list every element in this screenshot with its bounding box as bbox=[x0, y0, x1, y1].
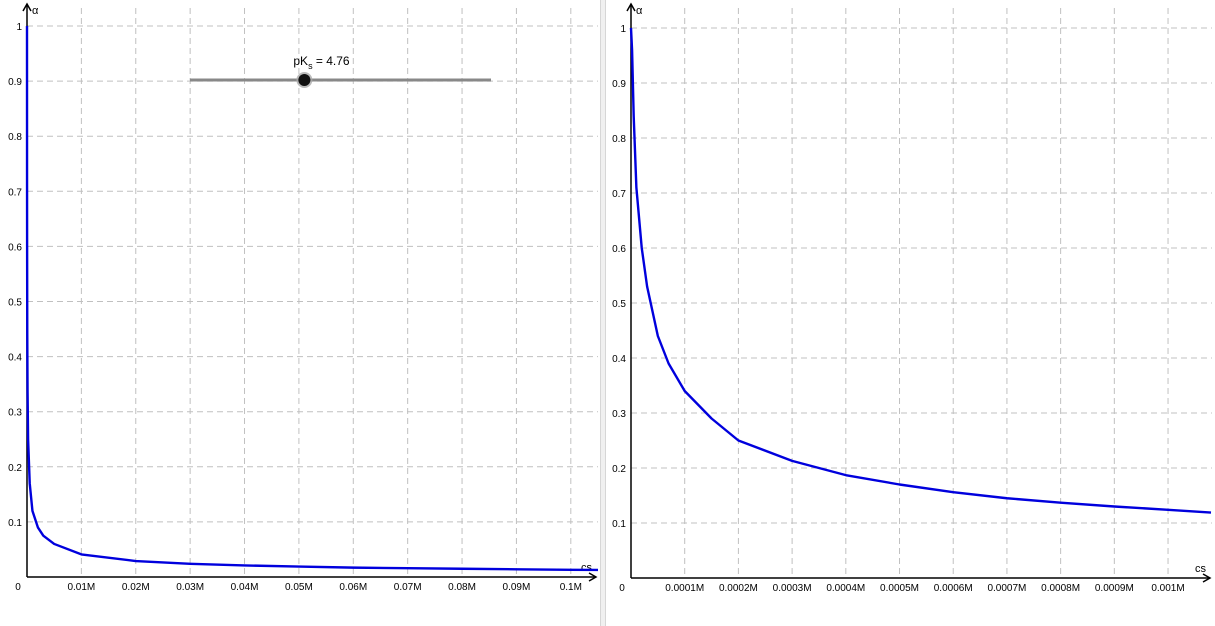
chart-left-svg: 0.01M 0.02M 0.03M 0.04M 0.05M 0.06M 0.07M 0.08M… bbox=[8, 2, 599, 593]
chart0-y-tick-label-1: 0.2 bbox=[8, 463, 22, 474]
chart0-x-axis-arrow bbox=[588, 572, 598, 582]
chart1-origin-label: 0 bbox=[619, 583, 625, 594]
chart1-y-tick-label-0: 0.1 bbox=[612, 519, 626, 530]
chart0-x-tick-label-1: 0.02M bbox=[122, 582, 150, 593]
chart1-x-tick-label-9: 0.001M bbox=[1151, 583, 1184, 594]
chart1-y-tick-label-4: 0.5 bbox=[612, 299, 626, 310]
chart0-x-tick-label-7: 0.08M bbox=[448, 582, 476, 593]
chart1-y-tick-label-9: 1 bbox=[620, 24, 626, 35]
chart1-x-tick-label-3: 0.0004M bbox=[826, 583, 865, 594]
chart1-y-tick-label-6: 0.7 bbox=[612, 189, 626, 200]
graphics-view-right[interactable]: 0.0001M 0.0002M 0.0003M 0.0004M 0.0005M 0.000… bbox=[606, 0, 1215, 626]
chart0-y-tick-label-4: 0.5 bbox=[8, 298, 22, 309]
chart1-series-line-0 bbox=[629, 27, 1212, 514]
chart0-x-axis-label: cs bbox=[581, 562, 593, 574]
chart0-x-tick-label-6: 0.07M bbox=[394, 582, 422, 593]
graphics-view-left[interactable]: 0.01M 0.02M 0.03M 0.04M 0.05M 0.06M 0.07M 0.08M… bbox=[0, 0, 600, 626]
chart1-y-axis-arrow bbox=[626, 2, 636, 12]
slider-handle[interactable] bbox=[298, 74, 311, 86]
slider-label-subscript: s bbox=[308, 61, 313, 71]
chart1-y-tick-label-3: 0.4 bbox=[612, 354, 626, 365]
chart1-y-axis-label: α bbox=[636, 5, 643, 17]
chart0-y-tick-label-3: 0.4 bbox=[8, 353, 22, 364]
chart0-x-tick-label-2: 0.03M bbox=[176, 582, 204, 593]
chart0-y-tick-label-0: 0.1 bbox=[8, 518, 22, 529]
chart1-x-tick-label-4: 0.0005M bbox=[880, 583, 919, 594]
chart0-x-tick-label-5: 0.06M bbox=[339, 582, 367, 593]
view-splitter[interactable] bbox=[600, 0, 606, 626]
chart0-y-tick-label-2: 0.3 bbox=[8, 408, 22, 419]
chart0-series-line-0 bbox=[25, 25, 599, 572]
chart0-y-tick-label-6: 0.7 bbox=[8, 187, 22, 198]
chart1-x-tick-label-2: 0.0003M bbox=[773, 583, 812, 594]
chart0-x-tick-label-9: 0.1M bbox=[560, 582, 582, 593]
chart0-x-tick-label-8: 0.09M bbox=[503, 582, 531, 593]
chart1-x-tick-label-6: 0.0007M bbox=[987, 583, 1026, 594]
chart1-x-tick-label-7: 0.0008M bbox=[1041, 583, 1080, 594]
slider-label-main: pK bbox=[293, 54, 308, 68]
chart1-x-axis-label: cs bbox=[1195, 563, 1207, 575]
chart0-x-tick-label-0: 0.01M bbox=[67, 582, 95, 593]
chart0-y-tick-label-7: 0.8 bbox=[8, 132, 22, 143]
chart0-y-axis-arrow bbox=[22, 2, 32, 12]
chart0-x-tick-label-3: 0.04M bbox=[231, 582, 259, 593]
chart1-x-tick-label-8: 0.0009M bbox=[1095, 583, 1134, 594]
chart-right-svg: 0.0001M 0.0002M 0.0003M 0.0004M 0.0005M 0.000… bbox=[612, 2, 1212, 594]
chart0-origin-label: 0 bbox=[15, 582, 21, 593]
chart1-x-axis-arrow bbox=[1202, 573, 1212, 583]
chart0-x-tick-label-4: 0.05M bbox=[285, 582, 313, 593]
chart1-x-tick-label-1: 0.0002M bbox=[719, 583, 758, 594]
chart1-y-tick-label-1: 0.2 bbox=[612, 464, 626, 475]
chart1-y-tick-label-7: 0.8 bbox=[612, 134, 626, 145]
chart1-y-tick-label-8: 0.9 bbox=[612, 79, 626, 90]
chart1-x-tick-label-0: 0.0001M bbox=[665, 583, 704, 594]
chart0-y-axis-label: α bbox=[32, 5, 39, 17]
chart0-y-tick-label-5: 0.6 bbox=[8, 242, 22, 253]
chart0-y-tick-label-8: 0.9 bbox=[8, 77, 22, 88]
chart1-x-tick-label-5: 0.0006M bbox=[934, 583, 973, 594]
chart1-y-tick-label-2: 0.3 bbox=[612, 409, 626, 420]
slider-label-value: = 4.76 bbox=[313, 54, 350, 68]
chart0-y-tick-label-9: 1 bbox=[16, 22, 22, 33]
chart1-y-tick-label-5: 0.6 bbox=[612, 244, 626, 255]
slider-label: pKs = 4.76 bbox=[293, 54, 350, 71]
